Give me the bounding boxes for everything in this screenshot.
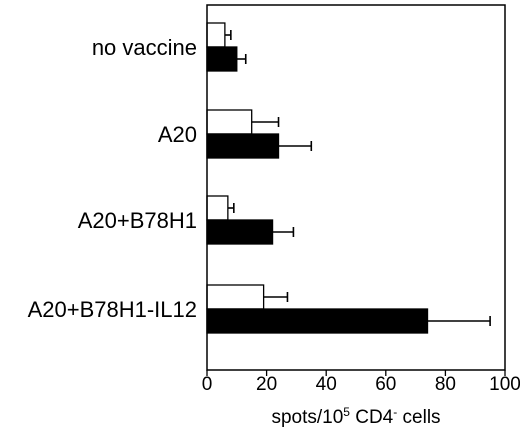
x-axis-title-part-4: - <box>393 405 397 419</box>
bar-white-1 <box>206 22 226 48</box>
bar-white-3 <box>206 195 229 221</box>
bar-black-1 <box>206 46 238 72</box>
bar-black-2 <box>206 133 280 159</box>
x-tick-label-4: 60 <box>375 374 396 395</box>
bar-white-2 <box>206 109 253 135</box>
x-tick-label-1: 0 <box>202 374 213 395</box>
x-axis-title: spots/105 CD4- cells <box>271 405 440 428</box>
x-tick-label-5: 80 <box>435 374 456 395</box>
category-label-3: A20+B78H1 <box>78 208 197 233</box>
axes-layer <box>206 4 506 376</box>
x-axis-title-part-5: cells <box>397 407 440 428</box>
x-axis-title-part-1: spots/10 <box>271 407 343 428</box>
x-tick-label-2: 20 <box>256 374 277 395</box>
bars-layer <box>206 22 491 334</box>
category-label-1: no vaccine <box>92 35 197 60</box>
labels-layer: no vaccine A20 A20+B78H1 A20+B78H1-IL12 0 20 4… <box>28 35 520 395</box>
x-tick-label-6: 100 <box>489 374 520 395</box>
bar-white-4 <box>206 284 265 310</box>
x-tick-label-3: 40 <box>316 374 337 395</box>
x-axis-title-part-2: 5 <box>343 405 350 419</box>
bar-black-4 <box>206 308 429 334</box>
category-label-2: A20 <box>158 122 197 147</box>
plot-frame <box>206 4 506 371</box>
bar-black-3 <box>206 219 274 245</box>
category-label-4: A20+B78H1-IL12 <box>28 297 197 322</box>
x-axis-title-part-3: CD4 <box>350 407 394 428</box>
